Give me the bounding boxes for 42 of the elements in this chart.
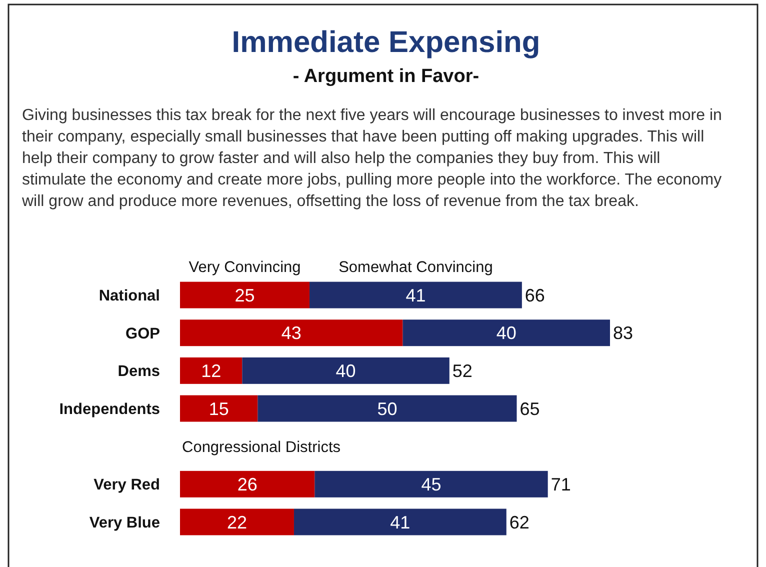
data-label: 50	[377, 398, 398, 419]
y-tick-label: Dems	[118, 363, 160, 380]
bar	[180, 508, 294, 536]
total-label: 71	[550, 474, 571, 494]
data-label: 22	[226, 512, 248, 532]
data-label: 45	[421, 474, 442, 494]
data-label: 25	[234, 285, 255, 306]
bar	[180, 470, 315, 498]
data-label: 26	[237, 474, 258, 494]
bar	[294, 508, 506, 536]
bar	[180, 320, 403, 346]
bar	[180, 282, 310, 308]
data-label: 40	[496, 323, 516, 344]
bar	[180, 357, 242, 384]
y-tick-label: Very Blue	[89, 514, 160, 532]
chart-title: Immediate Expensing	[232, 26, 540, 59]
total-label: 52	[452, 360, 472, 381]
total-label: 62	[509, 512, 530, 532]
y-tick-label: GOP	[126, 325, 160, 342]
total-label: 65	[520, 398, 540, 419]
bar	[258, 395, 517, 422]
data-label: 15	[208, 398, 229, 419]
data-label: 43	[281, 323, 302, 344]
total-label: 66	[524, 285, 545, 306]
text: Giving businesses this tax break for the next five years will encourage businesses to invest more in their company, especially small businesses that have been putting off making upgrades. This will help their company to grow faster and will also help the companies they buy from. This will stimulate the economy and create more jobs, pulling more people into the workforce. The economy will grow and produce more revenues, offsetting the loss of revenue from the tax break.	[21, 107, 722, 210]
data-label: 12	[201, 360, 222, 381]
data-label: 41	[406, 285, 426, 306]
bar	[314, 470, 548, 498]
y-tick-label: Very Red	[94, 476, 160, 494]
data-label: 40	[336, 360, 356, 381]
chart-subtitle: - Argument in Favor-	[292, 66, 480, 87]
bar	[180, 395, 258, 422]
total-label: 83	[613, 323, 634, 344]
y-tick-label: National	[98, 287, 160, 304]
series-label: Somewhat Convincing	[338, 259, 493, 276]
y-tick-label: Independents	[59, 400, 160, 418]
bar	[310, 282, 522, 308]
annotation: Congressional Districts	[182, 438, 341, 456]
bar	[242, 357, 450, 384]
data-label: 41	[390, 512, 410, 532]
bar	[402, 320, 610, 346]
series-label: Very Convincing	[188, 259, 301, 276]
